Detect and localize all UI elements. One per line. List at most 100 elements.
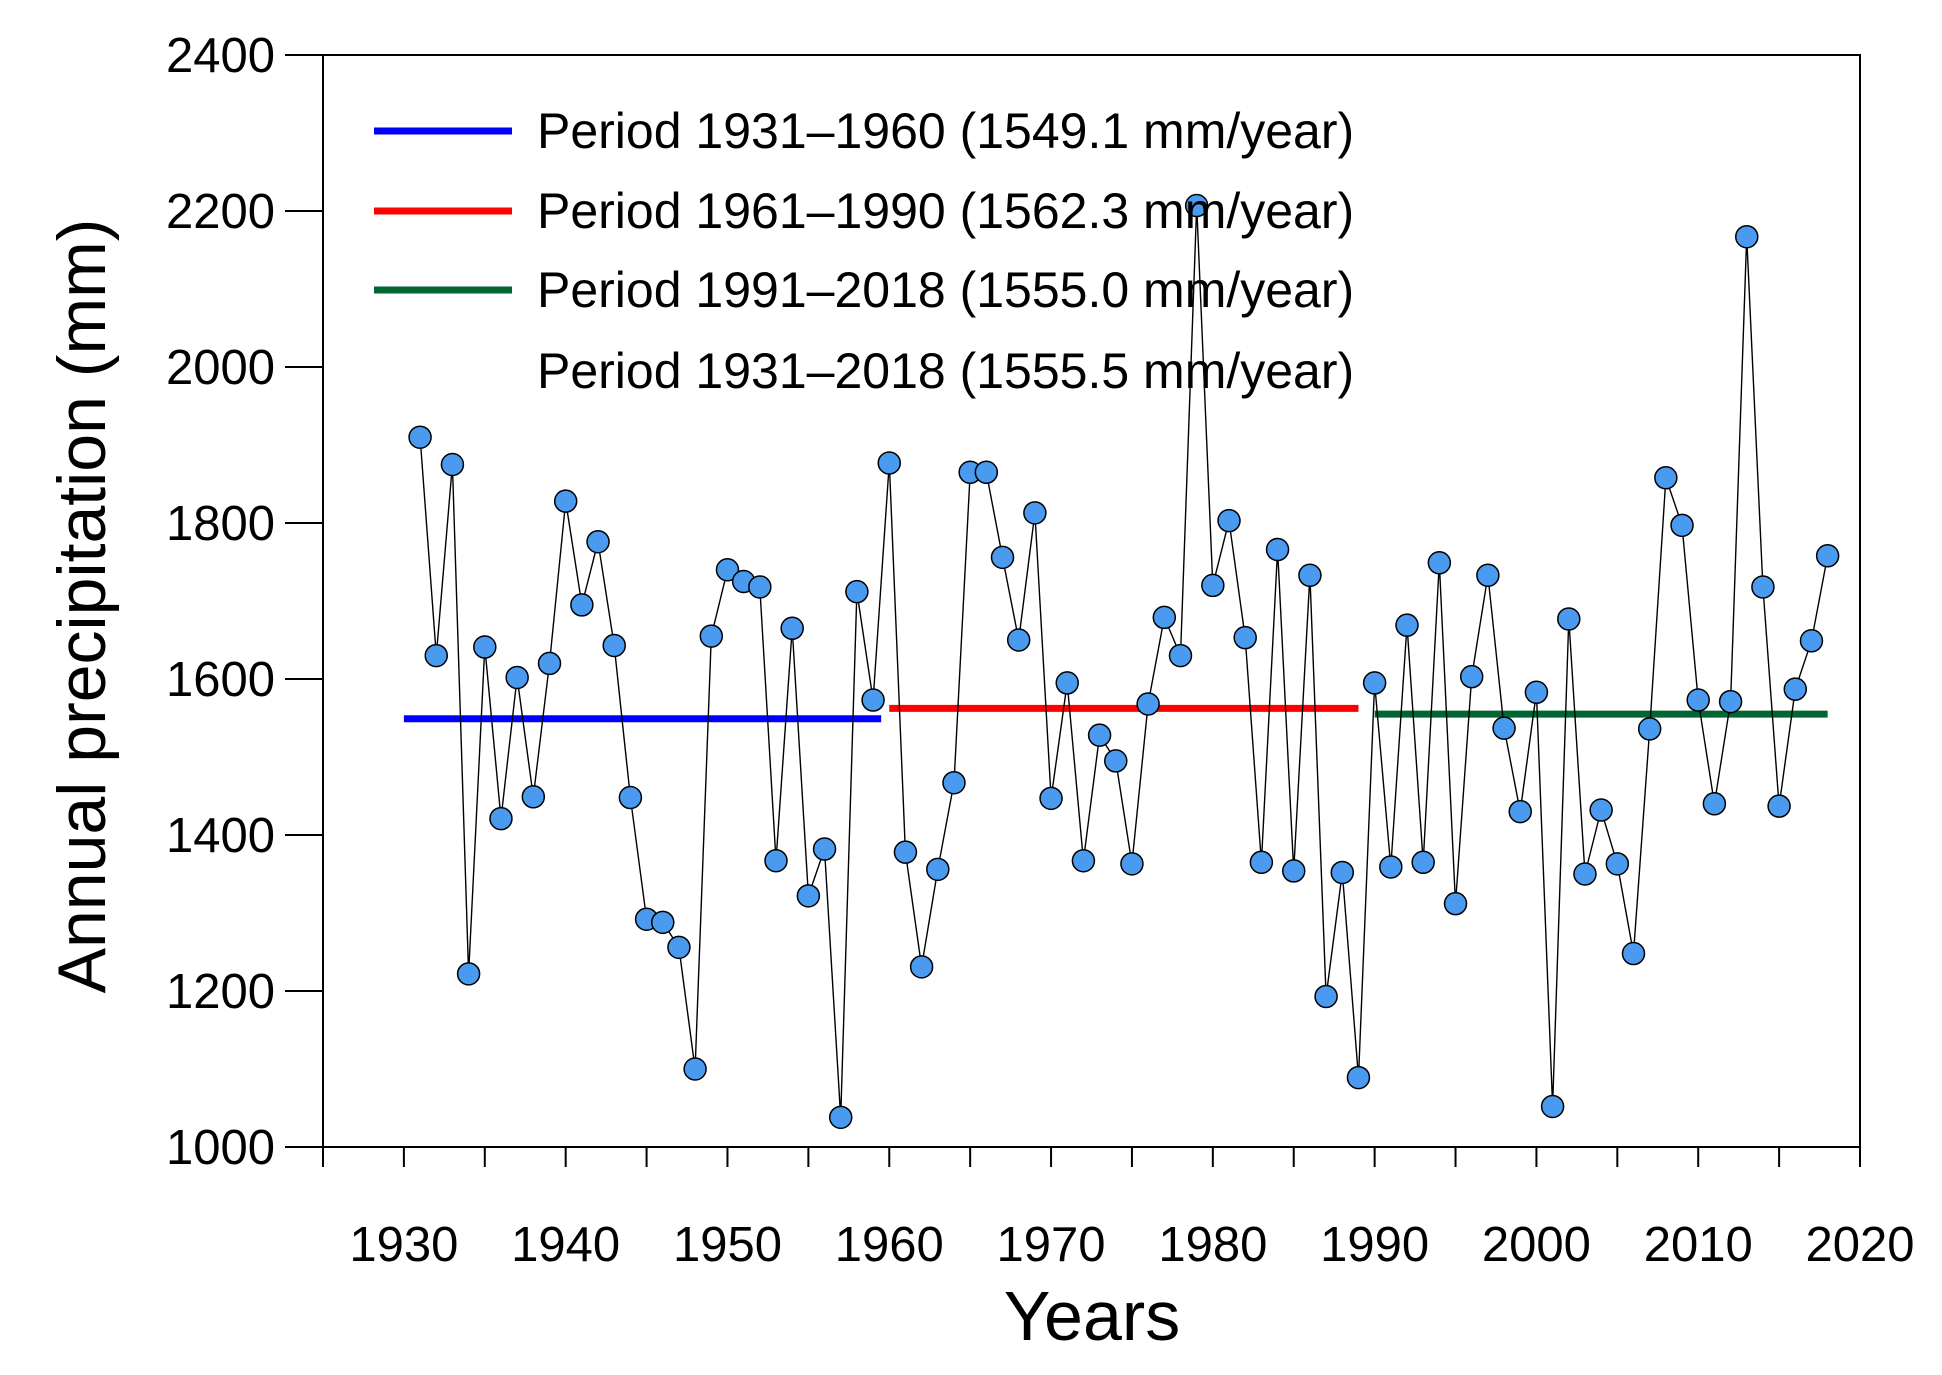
data-point — [1395, 613, 1419, 637]
data-point — [553, 489, 578, 513]
data-point — [1443, 891, 1468, 916]
data-point — [424, 643, 449, 668]
axes: 1000 1200 1400 1600 1800 2000 2200 2400 1930 1940… — [166, 29, 1915, 1272]
legend-label: Period 1931–1960 (1549.1 mm/year) — [537, 103, 1354, 159]
data-point — [748, 575, 772, 599]
data-point — [1023, 501, 1047, 525]
data-point — [586, 529, 610, 554]
data-point — [1071, 848, 1096, 873]
data-point — [909, 955, 934, 979]
data-point — [1087, 723, 1112, 747]
data-point — [618, 785, 643, 810]
data-point — [1540, 1094, 1565, 1119]
data-point — [893, 840, 918, 864]
data-point — [926, 857, 950, 882]
data-point — [505, 665, 529, 690]
x-tick-label: 1960 — [835, 1218, 944, 1272]
data-point — [1459, 664, 1484, 689]
data-point — [942, 770, 966, 795]
data-point — [1427, 551, 1452, 575]
y-tick-label: 1000 — [166, 1121, 275, 1175]
data-point — [764, 848, 788, 873]
x-tick-label: 1970 — [997, 1218, 1106, 1272]
data-point — [1039, 786, 1063, 811]
data-point — [974, 460, 999, 485]
data-point — [1734, 224, 1759, 249]
data-point — [699, 624, 724, 648]
data-point — [1799, 629, 1824, 653]
data-point — [1330, 860, 1355, 885]
data-point — [1524, 680, 1549, 705]
x-tick-label: 1950 — [673, 1218, 782, 1272]
data-point — [1783, 677, 1808, 701]
data-point — [1557, 607, 1581, 631]
data-point — [780, 616, 804, 641]
data-point — [1006, 628, 1031, 652]
data-point — [1152, 605, 1177, 630]
data-point — [861, 688, 885, 712]
data-point — [1136, 692, 1160, 716]
data-point — [1120, 852, 1144, 876]
data-point — [1314, 984, 1338, 1009]
x-tick-label: 2020 — [1805, 1218, 1914, 1272]
data-point — [570, 593, 594, 617]
data-point — [1654, 466, 1678, 490]
data-point — [1201, 573, 1225, 598]
data-point — [537, 651, 562, 676]
legend: Period 1931–1960 (1549.1 mm/year) Period … — [374, 103, 1354, 399]
data-point — [408, 425, 432, 449]
y-tick-label: 2200 — [166, 185, 275, 239]
data-point — [1686, 688, 1710, 712]
data-point — [877, 451, 902, 475]
data-point — [1702, 792, 1727, 816]
x-tick-label: 2010 — [1644, 1218, 1753, 1272]
data-point — [990, 545, 1015, 570]
data-point — [1621, 941, 1646, 966]
data-point — [1718, 689, 1743, 714]
legend-label: Period 1991–2018 (1555.0 mm/year) — [537, 262, 1354, 318]
data-point — [1815, 544, 1840, 568]
data-point — [1346, 1065, 1371, 1090]
data-point — [667, 935, 691, 960]
data-point — [489, 806, 513, 831]
y-tick-label: 1400 — [166, 809, 275, 863]
data-point — [1476, 563, 1500, 588]
x-tick-label: 1930 — [349, 1218, 458, 1272]
period-mean-lines — [403, 704, 1828, 723]
data-point — [456, 962, 481, 986]
data-point — [1670, 513, 1694, 538]
y-tick-label: 2000 — [166, 341, 275, 395]
y-tick-label: 1600 — [166, 653, 275, 707]
data-point — [440, 452, 465, 477]
data-point — [1249, 850, 1274, 875]
data-point — [1605, 852, 1630, 876]
data-point — [1751, 575, 1775, 599]
x-tick-label: 1980 — [1158, 1218, 1267, 1272]
data-point — [715, 558, 740, 582]
legend-label: Period 1961–1990 (1562.3 mm/year) — [537, 183, 1354, 239]
data-point — [602, 633, 626, 658]
data-point — [1055, 671, 1079, 695]
data-point — [1508, 799, 1532, 824]
data-point — [651, 910, 675, 935]
legend-label: Period 1931–2018 (1555.5 mm/year) — [537, 343, 1354, 399]
data-point — [812, 837, 837, 861]
y-tick-label: 2400 — [166, 29, 275, 83]
data-point — [1281, 859, 1306, 883]
data-point — [1637, 717, 1662, 741]
y-tick-label: 1800 — [166, 497, 275, 551]
x-tick-label: 2000 — [1482, 1218, 1591, 1272]
data-point — [1767, 794, 1791, 818]
x-axis-title: Years — [1004, 1277, 1180, 1355]
precipitation-series — [408, 193, 1840, 1130]
data-point — [845, 579, 869, 604]
y-axis-title: Annual precipitation (mm) — [44, 219, 120, 994]
data-point — [1362, 671, 1387, 695]
data-point — [1184, 193, 1209, 218]
data-point — [521, 785, 546, 809]
data-point — [1492, 716, 1516, 740]
data-point — [1217, 508, 1241, 533]
data-point — [1573, 862, 1597, 886]
data-point — [1379, 855, 1403, 879]
